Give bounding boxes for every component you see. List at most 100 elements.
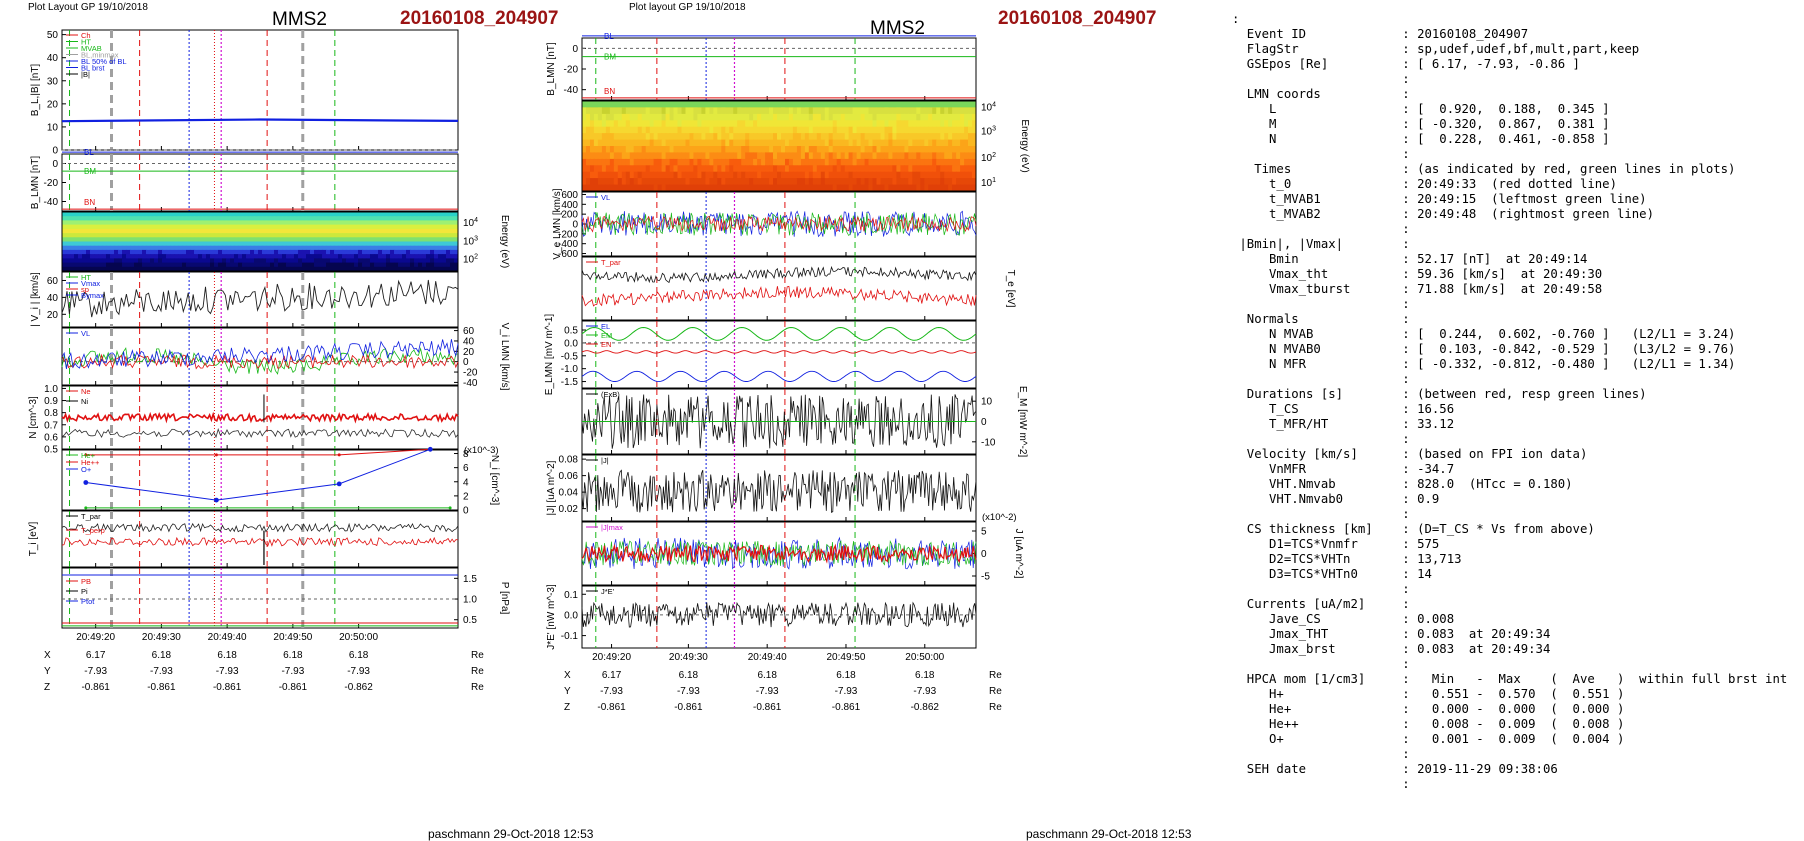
left-ion-spectrogram-cells: [62, 212, 459, 272]
left-hpca-density-series-0: [85, 448, 431, 456]
right-e-lmn: [581, 320, 977, 389]
left-hpca-density-point-1-3: [427, 446, 433, 452]
right-electron-spectrogram-ytick-exp-3: 1: [992, 177, 996, 184]
left-hpca-density-point-1-0: [83, 480, 89, 485]
right-electron-spectrogram-ytick-label-2: 102: [981, 152, 996, 164]
right-axis-row-Z-unit: Re: [989, 702, 1002, 713]
left-vi-lmn-series-vm: [61, 347, 459, 375]
right-ve-lmn-ytick-label-6: -600: [558, 249, 578, 260]
left-hpca-density-point-1-2: [336, 481, 342, 487]
right-ve-lmn-ytick-label-0: 600: [561, 190, 578, 201]
left-hpca-density-legend-label-0: He+: [81, 451, 96, 460]
summary-line: :: [1232, 372, 1410, 386]
right-j-dot-e-ytick-label-2: -0.1: [561, 631, 579, 642]
left-b-lmn-ytick-label-1: -20: [44, 178, 59, 189]
right-e-lmn-ytick-label-2: -0.5: [561, 351, 579, 362]
summary-line: Durations [s] : (between red, resp green…: [1232, 387, 1647, 401]
left-hpca-density-scale-label: (x10^-3): [464, 445, 499, 456]
summary-line: t_MVAB2 : 20:49:48 (rightmost green line…: [1232, 207, 1654, 221]
left-vi-lmn-ytick-label-2: 20: [463, 347, 475, 358]
summary-line: Vmax_tburst : 71.88 [km/s] at 20:49:58: [1232, 282, 1603, 296]
right-axis-row-Z-value-1: -0.861: [674, 702, 703, 713]
right-axis-time-0: 20:49:20: [592, 652, 631, 663]
right-layout-label: Plot layout GP 19/10/2018: [629, 2, 746, 13]
left-b-lmn: [61, 153, 459, 212]
right-j-magnitude-frame: [581, 454, 977, 522]
left-b-magnitude-legend-label-0: Ch: [81, 31, 91, 40]
left-vi-magnitude: [61, 271, 459, 328]
left-b-magnitude-frame: [61, 29, 459, 151]
right-axis-row-Y-value-4: -7.93: [913, 686, 936, 697]
right-j-dot-e-series: [581, 601, 977, 628]
left-hpca-density-frame: [61, 449, 459, 511]
left-b-magnitude-ytick-label-1: 40: [47, 53, 59, 64]
summary-line: :: [1232, 432, 1410, 446]
summary-line: Currents [uA/m2] :: [1232, 597, 1410, 611]
summary-line: :: [1232, 747, 1410, 761]
right-electron-spectrogram-cells: [582, 101, 977, 192]
left-vi-magnitude-legend-label-1: Vmax: [81, 279, 100, 288]
left-hpca-density-ytick-label-3: 2: [463, 491, 469, 502]
summary-line: T_MFR/HT : 33.12: [1232, 417, 1455, 431]
right-ve-lmn-ylabel: V_e LMN [km/s]: [552, 188, 563, 259]
right-electron-spectrogram-ytick-exp-0: 4: [992, 101, 996, 108]
left-axis-row-Y-value-4: -7.93: [347, 666, 370, 677]
left-vi-lmn-ytick-label-5: -40: [463, 378, 478, 389]
right-b-lmn-ytick-label-1: -20: [564, 65, 579, 76]
left-vi-lmn-ytick-label-4: -20: [463, 368, 478, 379]
right-b-lmn: [581, 37, 977, 101]
summary-line: Jmax_brst : 0.083 at 20:49:34: [1232, 642, 1551, 656]
left-hpca-density-ytick-label-1: 6: [463, 463, 469, 474]
left-b-lmn-ylabel: B_LMN [nT]: [30, 156, 41, 210]
summary-line: Velocity [km/s] : (based on FPI ion data…: [1232, 447, 1588, 461]
right-b-lmn-frame: [581, 37, 977, 101]
right-e-lmn-ytick-label-3: -1.0: [561, 364, 579, 375]
right-j-magnitude-series: [581, 469, 977, 513]
left-hpca-density-ytick-label-0: 8: [463, 449, 469, 460]
left-pressure-legend-label-2: Ptot: [81, 597, 95, 606]
right-electron-spectrogram-ytick-exp-2: 2: [992, 152, 996, 159]
right-axis-row-X-label: X: [564, 670, 571, 681]
summary-line: HPCA mom [1/cm3] : Min - Max ( Ave ) wit…: [1232, 672, 1788, 686]
left-ion-temperature-frame: [61, 510, 459, 568]
summary-line: M : [ -0.320, 0.867, 0.381 ]: [1232, 117, 1610, 131]
left-axis-row-X-value-4: 6.18: [349, 650, 369, 661]
summary-line: Times : (as indicated by red, green line…: [1232, 162, 1736, 176]
summary-line: Jave_CS : 0.008: [1232, 612, 1455, 626]
left-axis-row-X-value-1: 6.18: [152, 650, 172, 661]
left-hpca-density-point-0-2: [337, 453, 341, 457]
summary-line: L : [ 0.920, 0.188, 0.345 ]: [1232, 102, 1610, 116]
left-footer: paschmann 29-Oct-2018 12:53: [428, 827, 594, 841]
summary-line: H+ : 0.551 - 0.570 ( 0.551 ): [1232, 687, 1625, 701]
right-j-magnitude-ytick-label-0: 0.08: [559, 455, 579, 466]
summary-line: N : [ 0.228, 0.461, -0.858 ]: [1232, 132, 1610, 146]
summary-line: D2=TCS*VHTn : 13,713: [1232, 552, 1462, 566]
right-axis-time-1: 20:49:30: [669, 652, 708, 663]
summary-line: CS thickness [km] : (D=T_CS * Vs from ab…: [1232, 522, 1595, 536]
left-hpca-density-point-2-1: [448, 506, 452, 510]
right-electron-temperature-series-tperp: [581, 285, 977, 307]
left-b-magnitude-legend-label-3: BL,minmax: [81, 51, 119, 60]
left-axis-row-X-value-2: 6.18: [217, 650, 237, 661]
left-hpca-density-ytick-label-2: 4: [463, 477, 469, 488]
left-axis-row-X-value-0: 6.17: [86, 650, 106, 661]
summary-line: Vmax_tht : 59.36 [km/s] at 20:49:30: [1232, 267, 1603, 281]
right-axis-row-Z-value-3: -0.861: [832, 702, 861, 713]
right-e-lmn-ytick-label-0: 0.5: [564, 326, 578, 337]
right-poynting-ytick-label-0: 10: [981, 397, 993, 408]
left-vi-lmn-ytick-label-1: 40: [463, 336, 475, 347]
right-e-lmn-frame: [581, 320, 977, 389]
summary-line: :: [1232, 582, 1410, 596]
event-summary-panel: : Event ID : 20160108_204907 FlagStr : s…: [1232, 12, 1792, 802]
right-e-lmn-ylabel: E_LMN [mV m^-1]: [544, 314, 555, 396]
right-axis-row-X-value-3: 6.18: [836, 670, 856, 681]
left-b-magnitude-ytick-label-4: 10: [47, 122, 59, 133]
right-poynting-ylabel: E_M [mW m^-2]: [1017, 386, 1028, 458]
left-b-magnitude-legend-label-2: MVAB: [81, 44, 102, 53]
right-b-lmn-ylabel: B_LMN [nT]: [546, 42, 557, 96]
summary-line: :: [1232, 12, 1240, 26]
right-j-lmn-series-jn: [581, 543, 977, 564]
right-axis-row-Z-label: Z: [564, 702, 570, 713]
right-axis-row-Y-value-1: -7.93: [677, 686, 700, 697]
left-axis-row-Y-value-1: -7.93: [150, 666, 173, 677]
